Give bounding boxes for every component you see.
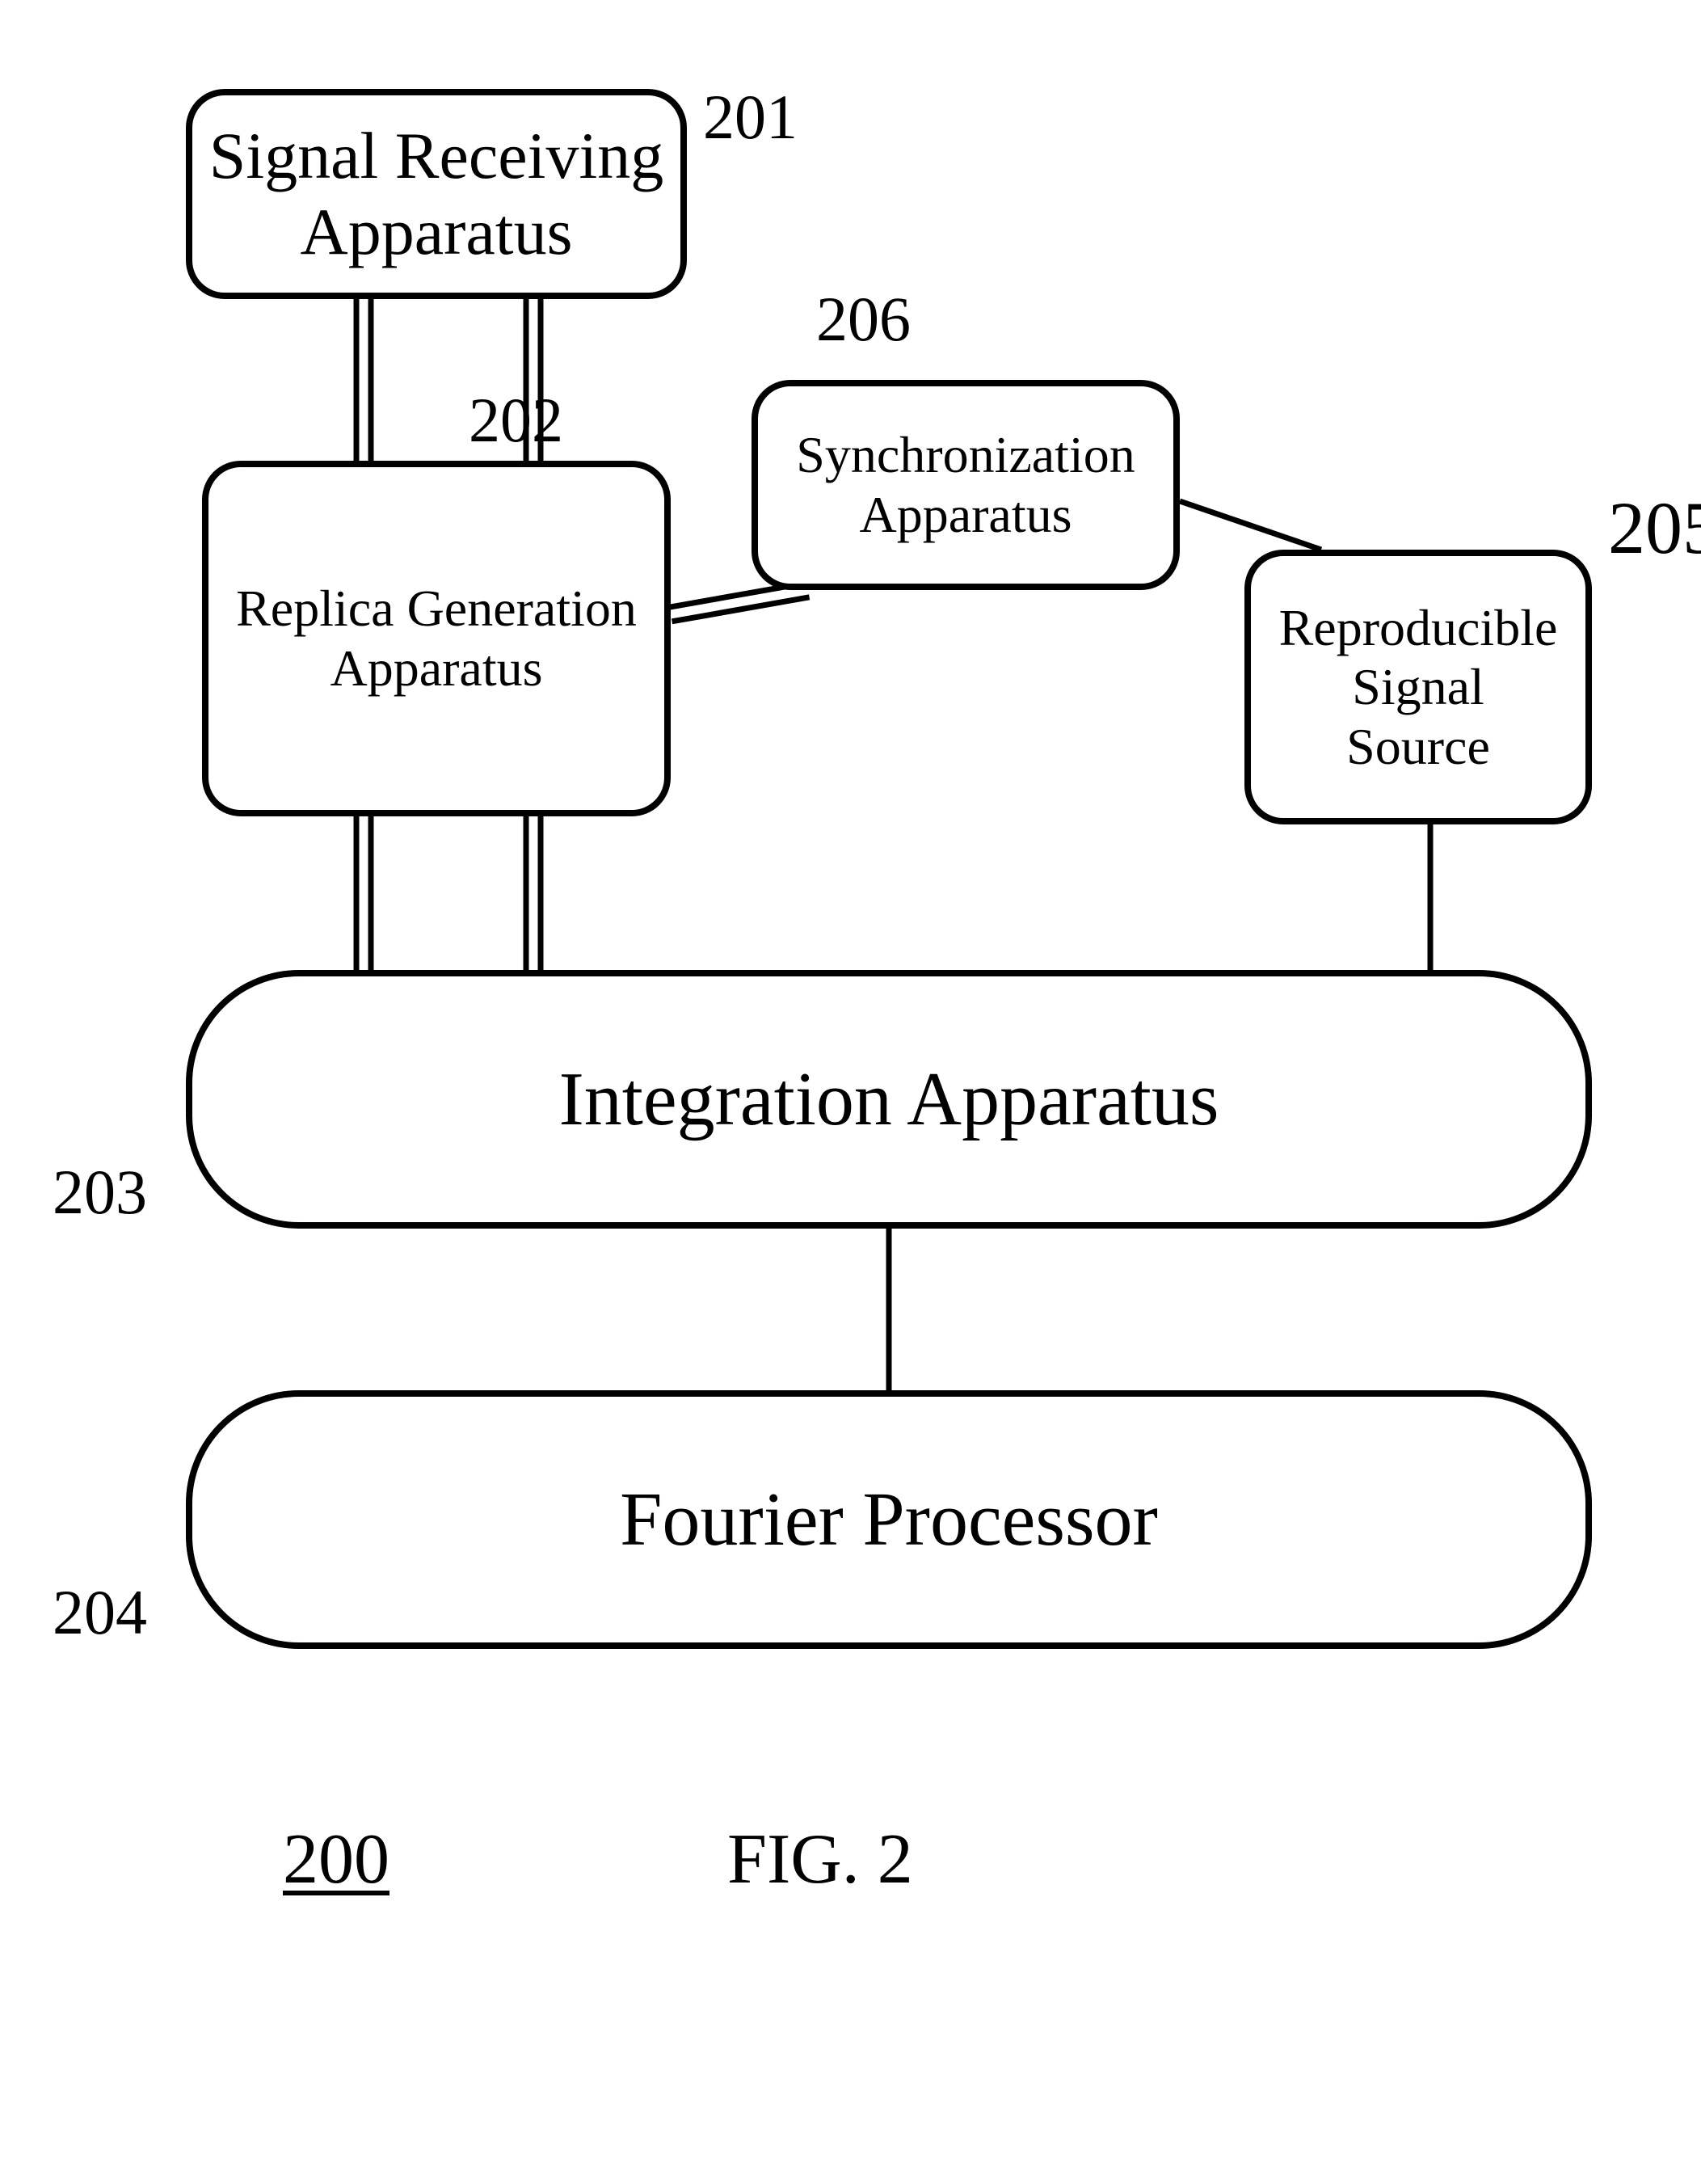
node-fourier: Fourier Processor [186,1390,1592,1649]
diagram-canvas: Signal Receiving Apparatus 201 Replica G… [0,0,1701,2184]
text-line: Apparatus [300,195,572,268]
text-line: Signal [1352,658,1484,715]
text-line: Apparatus [859,486,1072,543]
text-line: Reproducible [1279,599,1558,656]
ref-number-204: 204 [53,1576,147,1649]
node-label: Synchronization Apparatus [796,425,1135,544]
text-line: Signal Receiving [209,119,664,192]
text-line: Apparatus [330,639,542,697]
node-label: Replica Generation Apparatus [236,579,637,698]
node-label: Fourier Processor [620,1476,1158,1563]
text-line: Source [1346,718,1490,775]
node-label: Reproducible Signal Source [1279,598,1558,777]
figure-ref-200: 200 [283,1819,389,1900]
node-signal-receiving: Signal Receiving Apparatus [186,89,687,299]
ref-number-205: 205 [1608,485,1701,571]
text-line: Replica Generation [236,580,637,637]
figure-caption: FIG. 2 [727,1819,913,1900]
ref-number-206: 206 [816,283,911,356]
node-replica-generation: Replica Generation Apparatus [202,461,671,816]
ref-number-202: 202 [469,384,563,457]
node-integration: Integration Apparatus [186,970,1592,1229]
text-line: Synchronization [796,426,1135,483]
node-label: Signal Receiving Apparatus [209,118,664,271]
ref-number-203: 203 [53,1156,147,1229]
node-synchronization: Synchronization Apparatus [752,380,1180,590]
ref-number-201: 201 [703,81,798,154]
node-label: Integration Apparatus [558,1056,1219,1143]
node-reproducible-source: Reproducible Signal Source [1244,550,1592,824]
